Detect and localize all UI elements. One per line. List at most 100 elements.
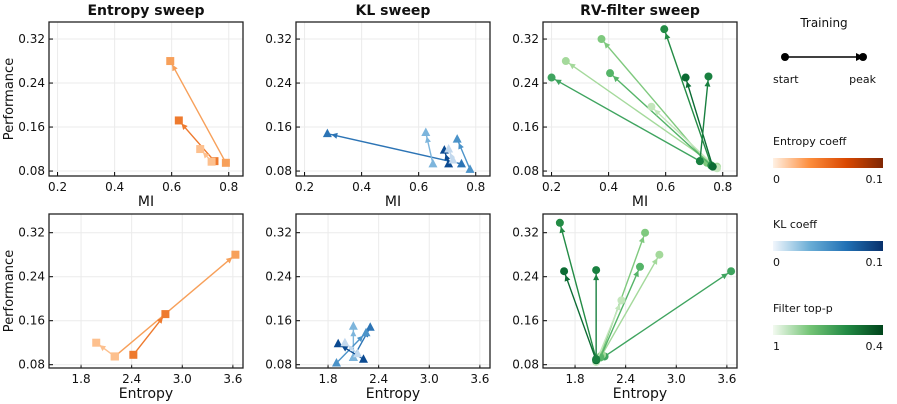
- run-start-marker: [465, 164, 475, 173]
- run-arrowhead: [569, 63, 576, 70]
- plot-frame: [48, 21, 244, 177]
- peak-label: peak: [849, 73, 876, 86]
- y-tick-label: 0.32: [512, 32, 539, 46]
- y-tick-label: 0.24: [265, 270, 292, 284]
- y-tick-label: 0.08: [18, 358, 45, 372]
- run-start-marker: [207, 157, 216, 166]
- plot-frame: [48, 213, 244, 369]
- run-arrowhead: [614, 304, 621, 311]
- x-axis-label: Entropy: [613, 386, 667, 402]
- run-start-marker: [695, 157, 704, 166]
- run-peak-marker: [606, 69, 615, 78]
- x-tick-label: 3.6: [717, 372, 736, 386]
- run-line: [699, 76, 710, 162]
- run-line: [684, 77, 714, 167]
- run-peak-marker: [561, 57, 570, 66]
- y-tick-label: 0.08: [265, 164, 292, 178]
- run-start-marker: [221, 158, 230, 167]
- x-tick-label: 3.0: [667, 372, 686, 386]
- run-start-marker: [110, 352, 119, 361]
- peak-marker-icon: [859, 53, 867, 61]
- x-tick-label: 1.8: [566, 372, 585, 386]
- runs: [547, 25, 722, 173]
- x-tick-label: 2.4: [369, 372, 388, 386]
- runs: [555, 218, 736, 366]
- run-peak-marker: [421, 127, 431, 137]
- run-arrowhead: [99, 345, 107, 352]
- run-peak-marker: [92, 338, 101, 347]
- x-tick-label: 3.0: [173, 372, 192, 386]
- legend: Training start peak Entropy coeff 0 0.1 KL …: [773, 16, 883, 353]
- runs: [322, 127, 475, 173]
- colorbar-max-label: 0.1: [866, 173, 884, 186]
- y-tick-label: 0.24: [18, 76, 45, 90]
- run-peak-marker: [560, 267, 569, 276]
- plot-frame: [542, 213, 738, 369]
- run-line: [599, 266, 641, 358]
- x-tick-label: 3.0: [420, 372, 439, 386]
- panel-title: Entropy sweep: [87, 3, 204, 19]
- y-axis-label: Performance: [2, 250, 17, 332]
- colorbar-max-label: 0.1: [866, 256, 884, 269]
- y-tick-label: 0.16: [18, 314, 45, 328]
- run-arrowhead: [225, 257, 233, 264]
- run-start-marker: [456, 158, 466, 168]
- run-peak-marker: [161, 310, 170, 319]
- run-peak-marker: [166, 57, 175, 66]
- run-peak-marker: [231, 250, 240, 259]
- y-tick-label: 0.16: [265, 120, 292, 134]
- y-tick-label: 0.16: [512, 120, 539, 134]
- run-start-marker: [592, 355, 601, 364]
- run-arrowhead: [350, 330, 357, 337]
- run-arrowhead: [559, 226, 566, 234]
- panel-2: 0.2 0.4 0.6 0.8 0.32 0.24 0.16 0.08 KL sweep MI: [265, 3, 491, 210]
- run-arrowhead: [593, 274, 600, 281]
- run-line: [599, 232, 646, 357]
- x-tick-label: 0.8: [713, 180, 732, 194]
- run-arrowhead: [444, 153, 451, 161]
- colorbar-title: KL coeff: [773, 218, 817, 231]
- x-tick-label: 0.2: [295, 180, 314, 194]
- y-tick-label: 0.32: [18, 32, 45, 46]
- run-peak-marker: [322, 128, 332, 138]
- run-arrowhead: [555, 79, 562, 86]
- run-line: [327, 132, 462, 165]
- run-line: [663, 28, 712, 166]
- colorbar-title: Filter top-p: [773, 302, 833, 315]
- y-tick-label: 0.24: [265, 76, 292, 90]
- run-arrowhead: [331, 132, 338, 139]
- x-tick-label: 0.4: [352, 180, 371, 194]
- y-tick-label: 0.16: [18, 120, 45, 134]
- run-peak-marker: [647, 102, 656, 111]
- run-peak-marker: [452, 134, 462, 143]
- y-tick-label: 0.24: [512, 76, 539, 90]
- x-axis-label: Entropy: [366, 386, 420, 402]
- colorbar: [773, 158, 883, 168]
- panel-5: 1.8 2.4 3.0 3.6 0.32 0.24 0.16 0.08 Entropy: [265, 213, 491, 402]
- run-start-marker: [708, 162, 717, 171]
- run-peak-marker: [444, 144, 454, 153]
- x-tick-label: 0.4: [599, 180, 618, 194]
- run-line: [601, 254, 661, 356]
- panel-title: RV-filter sweep: [580, 3, 700, 19]
- run-start-marker: [358, 354, 368, 363]
- y-tick-label: 0.32: [512, 226, 539, 240]
- colorbar-title: Entropy coeff: [773, 135, 847, 148]
- y-tick-label: 0.08: [265, 358, 292, 372]
- run-arrowhead: [181, 123, 188, 130]
- run-peak-marker: [641, 228, 650, 237]
- run-line: [563, 270, 597, 361]
- run-peak-marker: [365, 322, 375, 331]
- panel-1: 0.2 0.4 0.6 0.8 0.32 0.24 0.16 0.08 Entropy swee…: [2, 3, 244, 210]
- y-tick-label: 0.08: [512, 358, 539, 372]
- training-legend-title: Training: [799, 16, 847, 30]
- colorbar: [773, 325, 883, 335]
- run-start-marker: [353, 348, 363, 358]
- run-arrowhead: [651, 258, 658, 265]
- run-peak-marker: [196, 145, 205, 154]
- y-tick-label: 0.24: [18, 270, 45, 284]
- x-axis-label: MI: [385, 194, 401, 210]
- colorbar-min-label: 0: [773, 256, 780, 269]
- x-tick-label: 0.4: [105, 180, 124, 194]
- run-line: [551, 76, 701, 162]
